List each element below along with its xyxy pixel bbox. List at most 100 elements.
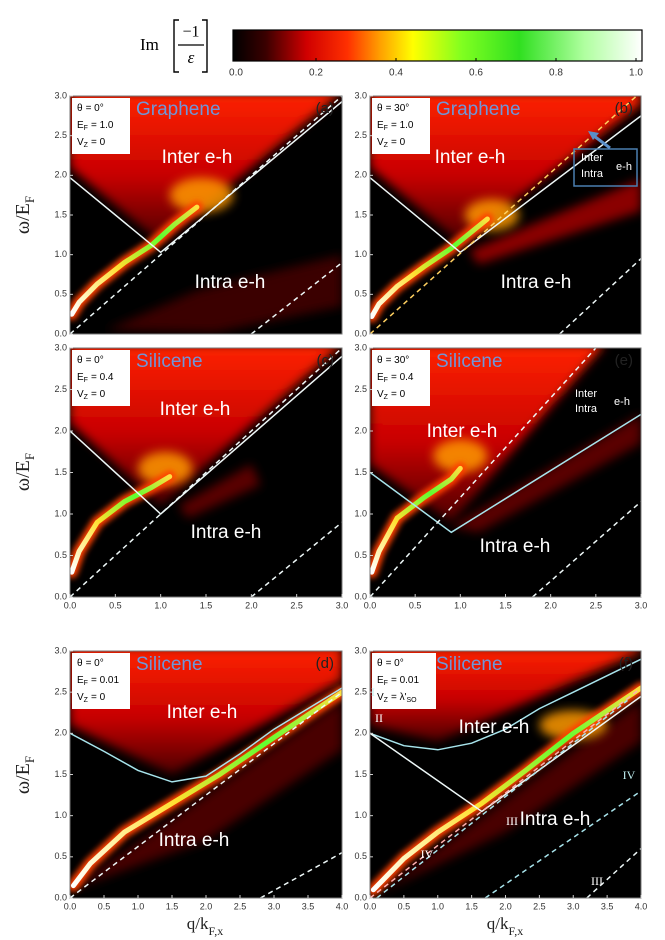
- param: VZ = 0: [77, 692, 106, 705]
- param-value: = 0.01: [391, 675, 420, 686]
- y-tick-label: 0.5: [354, 550, 367, 560]
- boundary-line: [70, 355, 342, 516]
- boundary-line: [370, 695, 641, 813]
- y-tick-label: 1.0: [54, 810, 67, 820]
- y-tick-label: 2.5: [54, 130, 67, 140]
- x-tick-label: 0.5: [109, 600, 122, 610]
- x-tick-label: 3.0: [268, 901, 281, 911]
- param-value: = λ': [391, 692, 407, 703]
- region-label: Intra: [581, 168, 604, 180]
- param-main: V: [77, 389, 84, 400]
- branch-label: II: [375, 711, 383, 725]
- y-axis-title: ω/EF: [12, 756, 38, 794]
- region-label: Inter: [575, 388, 597, 400]
- param-main: E: [77, 120, 84, 131]
- param-value: = 0°: [386, 658, 404, 669]
- material: Silicene: [436, 654, 503, 675]
- param-sub: Z: [384, 394, 389, 401]
- y-tick-label: 2.5: [54, 687, 67, 697]
- param-main: V: [377, 389, 384, 400]
- param-value: = 0: [391, 389, 406, 400]
- y-axis-title: ω/EF: [12, 453, 38, 491]
- material: Graphene: [136, 99, 221, 120]
- y-axis-title-main: ω/E: [12, 203, 34, 234]
- params-box: [372, 98, 430, 154]
- branch-label: III: [591, 874, 603, 888]
- band-region: [106, 254, 342, 333]
- y-tick-label: 1.5: [354, 209, 367, 219]
- label-box: [573, 148, 638, 187]
- x-tick-label: 1.5: [465, 901, 478, 911]
- y-tick-label: 1.0: [354, 508, 367, 518]
- region-label: Intra e-h: [191, 522, 262, 543]
- params-box: [72, 350, 130, 406]
- plasmon: [70, 204, 200, 317]
- boundary-line: [70, 687, 342, 783]
- param-main: E: [377, 120, 384, 131]
- y-tick-label: 2.5: [54, 384, 67, 394]
- y-tick-label: 2.0: [54, 170, 67, 180]
- x-axis-title-main: q/k: [487, 914, 509, 933]
- region-label: e-h: [616, 161, 632, 173]
- y-tick-label: 0.5: [54, 550, 67, 560]
- params-box: [372, 653, 436, 709]
- boundary-line: [370, 687, 641, 898]
- x-tick-label: 1.5: [499, 600, 512, 610]
- inter-region: [370, 96, 641, 243]
- colorbar-tick-label: 0.8: [549, 68, 563, 79]
- x-tick-label: 4.0: [336, 901, 349, 911]
- y-tick-label: 3.0: [354, 342, 367, 352]
- arrow-shaft: [593, 134, 611, 150]
- region-label: Inter e-h: [160, 399, 231, 420]
- param-value: = 0.4: [91, 372, 114, 383]
- region-label: Inter e-h: [167, 702, 238, 723]
- colorbar-numerator: −1: [182, 24, 199, 41]
- param: θ = 0°: [77, 103, 104, 114]
- param-main: V: [377, 692, 384, 703]
- y-tick-label: 3.0: [54, 645, 67, 655]
- y-tick-label: 0.5: [54, 851, 67, 861]
- boundary-line: [70, 101, 342, 254]
- glow: [169, 177, 234, 213]
- y-axis-title: ω/EF: [12, 196, 38, 234]
- param: EF = 0.01: [77, 675, 119, 688]
- boundary-line: [250, 521, 342, 597]
- x-tick-label: 2.5: [290, 600, 303, 610]
- boundary-line: [484, 790, 641, 898]
- param-sub: F: [84, 377, 88, 384]
- x-axis-title-main: q/k: [187, 914, 209, 933]
- param: VZ = 0: [377, 137, 406, 150]
- region-label: Inter: [581, 152, 603, 164]
- colorbar-tick-label: 0.4: [389, 68, 403, 79]
- region-label: Intra e-h: [159, 830, 230, 851]
- param: VZ = 0: [77, 389, 106, 402]
- boundary-line: [260, 852, 342, 898]
- band-region: [178, 464, 261, 519]
- x-tick-label: 1.0: [132, 901, 145, 911]
- region-label: Intra: [575, 403, 598, 415]
- y-tick-label: 2.0: [354, 170, 367, 180]
- param: VZ = 0: [377, 389, 406, 402]
- param: VZ = λ'SO: [377, 692, 417, 705]
- boundary-line: [532, 501, 641, 597]
- param-main: V: [77, 137, 84, 148]
- x-tick-label: 2.0: [499, 901, 512, 911]
- panel-label: (c): [317, 352, 335, 369]
- param-main: E: [377, 372, 384, 383]
- colorbar-prefix: Im: [140, 35, 159, 54]
- param-sub: Z: [384, 697, 389, 704]
- x-tick-label: 2.5: [533, 901, 546, 911]
- boundary-line: [370, 115, 641, 254]
- param-sub: Z: [84, 142, 89, 149]
- inter-region: [70, 96, 338, 243]
- x-tick-label: 3.5: [601, 901, 614, 911]
- x-tick-label: 1.5: [166, 901, 179, 911]
- branch-label: I: [371, 685, 375, 699]
- panel-label: (b): [615, 100, 633, 117]
- y-tick-label: 0.0: [354, 591, 367, 601]
- boundary-line: [370, 413, 641, 534]
- param: EF = 0.4: [377, 372, 414, 385]
- panel-label: (f): [619, 655, 633, 672]
